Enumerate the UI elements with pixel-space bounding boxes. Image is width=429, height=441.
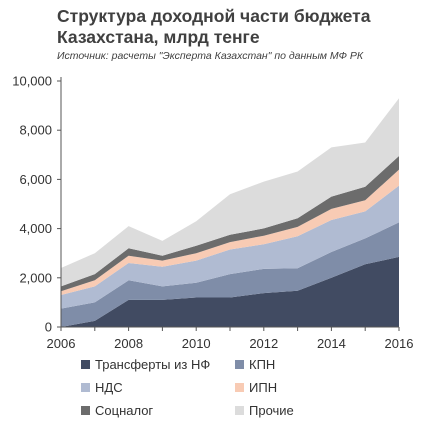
legend-label: КПН — [249, 357, 275, 372]
legend-swatch — [235, 360, 244, 369]
y-tick-label: 0 — [45, 320, 52, 335]
legend-label: НДС — [95, 380, 123, 395]
legend-swatch — [81, 406, 90, 415]
x-tick-label: 2010 — [182, 336, 211, 351]
legend-label: Прочие — [249, 403, 294, 418]
series-area-6 — [61, 98, 399, 287]
y-tick-label: 6,000 — [19, 172, 52, 187]
legend-label: Трансферты из НФ — [95, 357, 210, 372]
series-area-4 — [61, 169, 399, 295]
x-tick-label: 2012 — [249, 336, 278, 351]
series-area-1 — [61, 256, 399, 327]
x-tick-label: 2008 — [114, 336, 143, 351]
x-tick-label: 2006 — [47, 336, 76, 351]
series-area-2 — [61, 222, 399, 327]
series-area-3 — [61, 185, 399, 309]
y-tick-label: 10,000 — [12, 74, 52, 89]
chart-title: Структура доходной части бюджета Казахст… — [57, 6, 371, 47]
legend-label: ИПН — [249, 380, 277, 395]
legend-swatch — [235, 406, 244, 415]
x-tick-label: 2014 — [317, 336, 346, 351]
y-tick-label: 2,000 — [19, 270, 52, 285]
series-area-5 — [61, 156, 399, 292]
y-tick-label: 8,000 — [19, 123, 52, 138]
legend-swatch — [235, 383, 244, 392]
legend-swatch — [81, 360, 90, 369]
y-tick-label: 4,000 — [19, 221, 52, 236]
x-tick-label: 2016 — [385, 336, 414, 351]
legend-swatch — [81, 383, 90, 392]
legend-label: Соцналог — [95, 403, 153, 418]
chart-subtitle: Источник: расчеты "Эксперта Казахстан" п… — [57, 50, 364, 62]
